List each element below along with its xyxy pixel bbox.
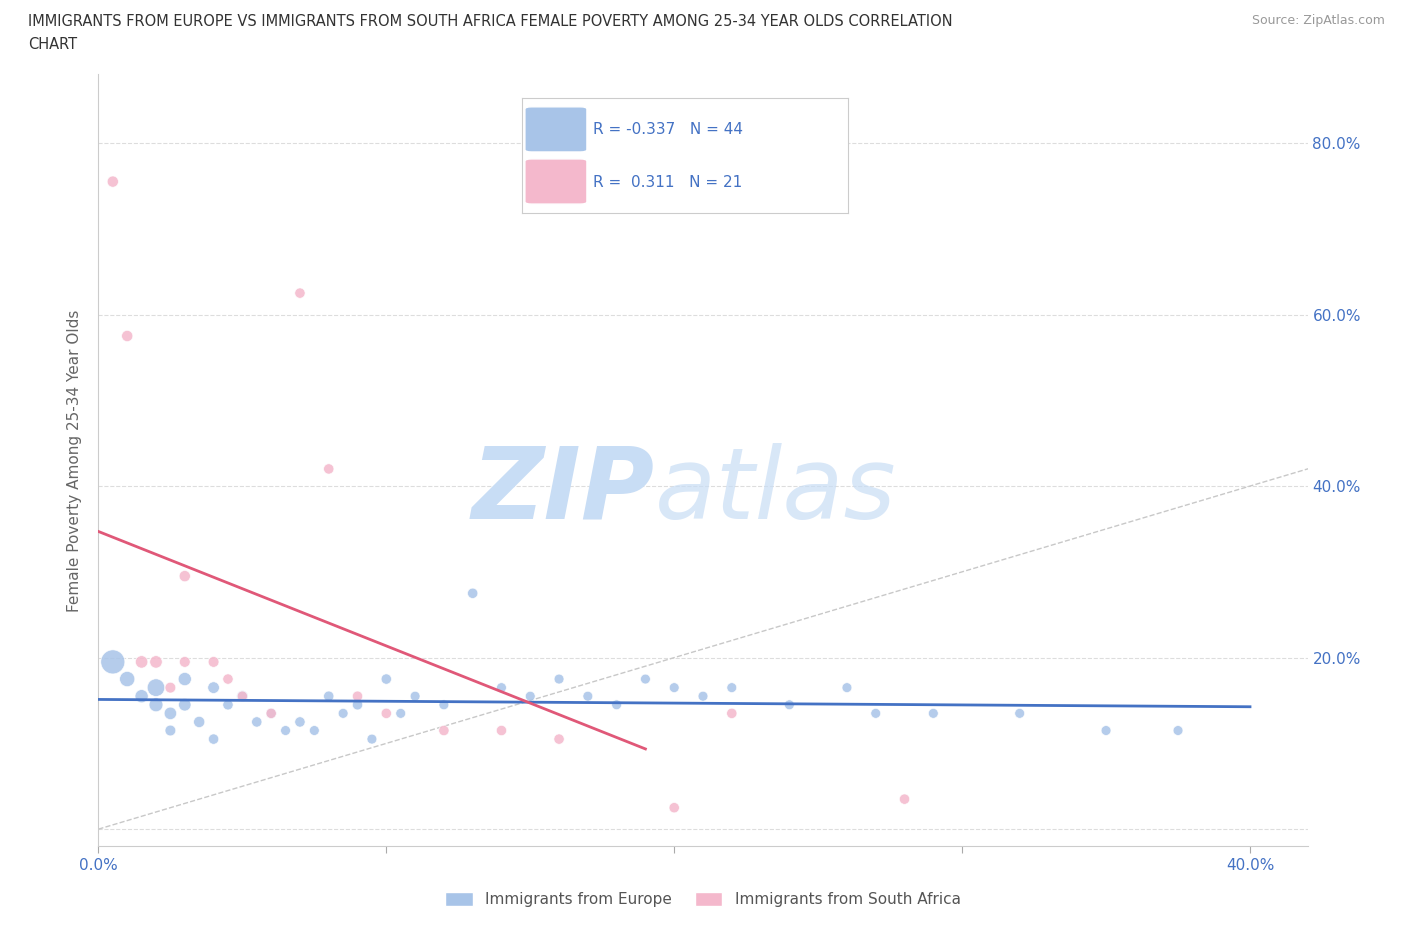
Point xyxy=(922,706,945,721)
Point xyxy=(576,689,599,704)
Point xyxy=(288,286,311,300)
Point xyxy=(131,655,153,670)
Point xyxy=(664,800,686,815)
Point xyxy=(778,698,800,712)
Point xyxy=(548,671,571,686)
Text: ZIP: ZIP xyxy=(471,443,655,539)
Point xyxy=(720,706,742,721)
Text: CHART: CHART xyxy=(28,37,77,52)
Point xyxy=(346,698,368,712)
Point xyxy=(131,689,153,704)
Point xyxy=(288,714,311,729)
Point xyxy=(491,680,513,695)
Point xyxy=(346,689,368,704)
Point xyxy=(433,698,456,712)
Point xyxy=(231,689,253,704)
Point xyxy=(217,698,239,712)
Point xyxy=(145,698,167,712)
Point xyxy=(461,586,484,601)
Point xyxy=(231,689,253,704)
Legend: Immigrants from Europe, Immigrants from South Africa: Immigrants from Europe, Immigrants from … xyxy=(439,885,967,913)
Point xyxy=(115,671,138,686)
Point xyxy=(404,689,426,704)
Point xyxy=(101,655,124,670)
Point xyxy=(159,706,181,721)
Point xyxy=(433,724,456,738)
Point xyxy=(1008,706,1031,721)
Point xyxy=(246,714,269,729)
Point xyxy=(145,655,167,670)
Point xyxy=(1095,724,1118,738)
Point xyxy=(145,680,167,695)
Point xyxy=(318,461,340,476)
Point xyxy=(173,698,195,712)
Y-axis label: Female Poverty Among 25-34 Year Olds: Female Poverty Among 25-34 Year Olds xyxy=(67,309,83,612)
Point xyxy=(519,689,541,704)
Point xyxy=(304,724,326,738)
Point xyxy=(332,706,354,721)
Point xyxy=(274,724,297,738)
Point xyxy=(202,655,225,670)
Point xyxy=(692,689,714,704)
Point xyxy=(202,680,225,695)
Point xyxy=(159,680,181,695)
Point xyxy=(389,706,412,721)
Point xyxy=(115,328,138,343)
Point xyxy=(548,732,571,747)
Text: Source: ZipAtlas.com: Source: ZipAtlas.com xyxy=(1251,14,1385,27)
Point xyxy=(202,732,225,747)
Point xyxy=(173,671,195,686)
Point xyxy=(375,706,398,721)
Point xyxy=(361,732,384,747)
Point xyxy=(260,706,283,721)
Point xyxy=(188,714,211,729)
Point xyxy=(217,671,239,686)
Point xyxy=(159,724,181,738)
Point xyxy=(173,568,195,584)
Point xyxy=(865,706,887,721)
Point xyxy=(664,680,686,695)
Text: atlas: atlas xyxy=(655,443,896,539)
Point xyxy=(1167,724,1189,738)
Point xyxy=(893,791,915,806)
Point xyxy=(720,680,742,695)
Point xyxy=(375,671,398,686)
Point xyxy=(491,724,513,738)
Point xyxy=(173,655,195,670)
Point xyxy=(634,671,657,686)
Point xyxy=(835,680,858,695)
Point xyxy=(260,706,283,721)
Text: IMMIGRANTS FROM EUROPE VS IMMIGRANTS FROM SOUTH AFRICA FEMALE POVERTY AMONG 25-3: IMMIGRANTS FROM EUROPE VS IMMIGRANTS FRO… xyxy=(28,14,953,29)
Point xyxy=(606,698,628,712)
Point xyxy=(318,689,340,704)
Point xyxy=(101,174,124,189)
